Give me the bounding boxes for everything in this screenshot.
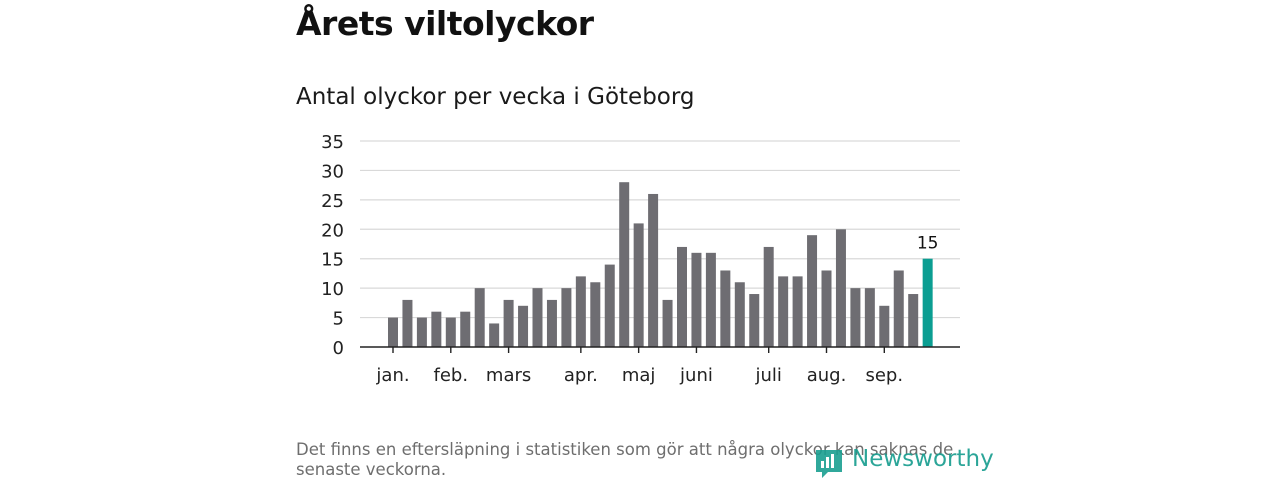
x-tick-label: juni <box>679 365 713 386</box>
newsworthy-logo-icon <box>816 450 842 478</box>
bar <box>864 288 875 347</box>
bar <box>546 299 557 347</box>
bar <box>633 223 644 347</box>
y-tick-label: 0 <box>333 338 344 359</box>
bar <box>402 299 413 347</box>
bar <box>561 288 572 347</box>
bar <box>604 264 615 347</box>
bar-chart: 0 5 10 15 20 25 30 35 15 jan. feb. mars apr. maj juni j… <box>321 132 960 386</box>
bar <box>489 323 500 347</box>
bar <box>518 305 529 347</box>
bar <box>835 229 846 347</box>
y-tick-label: 35 <box>321 132 344 153</box>
x-tick-label: jan. <box>375 365 409 386</box>
highlighted-bar <box>922 258 933 347</box>
bar <box>388 317 398 347</box>
x-tick-label: feb. <box>434 365 469 386</box>
bar <box>705 252 716 347</box>
x-tick-label: mars <box>486 365 531 386</box>
bar <box>879 305 890 347</box>
chart-title: Årets viltolyckor <box>296 4 594 43</box>
bar <box>532 288 543 347</box>
x-tick-label: juli <box>754 365 781 386</box>
footnote: Det finns en eftersläpning i statistiken… <box>296 440 954 479</box>
bar <box>691 252 702 347</box>
bar <box>850 288 861 347</box>
y-tick-label: 20 <box>321 220 344 241</box>
bar <box>474 288 485 347</box>
bar <box>677 246 687 347</box>
bar <box>792 276 803 347</box>
bar <box>445 317 456 347</box>
bar <box>763 246 774 347</box>
x-tick-label: aug. <box>807 365 847 386</box>
bar <box>807 235 818 347</box>
y-tick-label: 30 <box>321 161 344 182</box>
bar <box>619 182 630 347</box>
bar <box>575 276 586 347</box>
bar <box>720 270 731 347</box>
x-tick-label: sep. <box>865 365 903 386</box>
y-tick-label: 5 <box>333 309 344 330</box>
bar <box>590 282 601 347</box>
bar <box>893 270 904 347</box>
bar <box>416 317 427 347</box>
bar <box>648 193 659 347</box>
bar <box>908 294 919 347</box>
newsworthy-logo: Newsworthy <box>814 446 994 480</box>
bar <box>503 299 514 347</box>
y-tick-label: 10 <box>321 279 344 300</box>
bar <box>431 311 442 347</box>
bar <box>734 282 745 347</box>
chart-subtitle: Antal olyckor per vecka i Göteborg <box>296 84 695 110</box>
x-tick-label: maj <box>622 365 656 386</box>
bar <box>778 276 789 347</box>
x-tick-label: apr. <box>564 365 598 386</box>
highlight-value-label: 15 <box>917 234 939 254</box>
bar <box>662 299 673 347</box>
bar <box>749 294 760 347</box>
newsworthy-logo-text: Newsworthy <box>852 446 994 472</box>
bar <box>821 270 832 347</box>
y-tick-label: 15 <box>321 250 344 271</box>
y-tick-label: 25 <box>321 191 344 212</box>
bar <box>460 311 471 347</box>
